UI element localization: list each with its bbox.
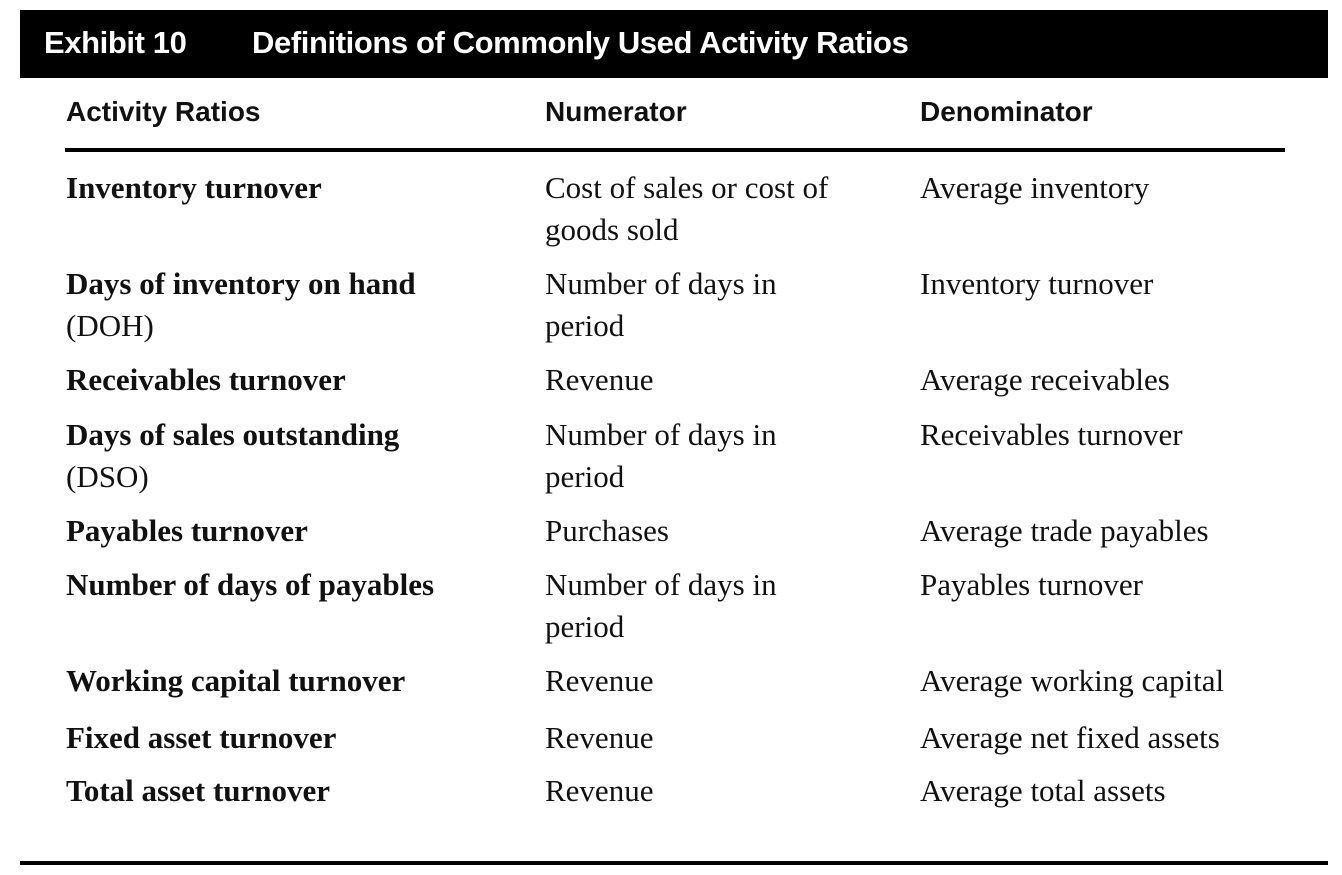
exhibit-number: Exhibit 10 <box>44 25 187 60</box>
column-header-numerator: Numerator <box>545 96 687 127</box>
column-header-activity-ratios: Activity Ratios <box>66 96 261 127</box>
denominator-cell: Average inventory <box>920 170 1150 205</box>
numerator-line: goods sold <box>545 212 679 247</box>
ratio-cell: Days of inventory on hand (DOH) <box>66 263 416 347</box>
bottom-rule <box>20 861 1328 865</box>
ratio-name: Days of sales outstanding <box>66 417 400 452</box>
numerator-line: Number of days in <box>545 417 777 452</box>
numerator-line: Number of days in <box>545 266 777 301</box>
numerator-line: Revenue <box>545 773 654 808</box>
denominator-cell: Average net fixed assets <box>920 720 1220 755</box>
numerator-line: Number of days in <box>545 567 777 602</box>
ratio-cell: Total asset turnover <box>66 770 330 812</box>
exhibit-title: Definitions of Commonly Used Activity Ra… <box>252 25 909 60</box>
ratio-abbreviation: (DOH) <box>66 308 154 343</box>
header-rule <box>65 148 1285 152</box>
ratio-cell: Fixed asset turnover <box>66 717 336 759</box>
ratio-cell: Receivables turnover <box>66 359 346 401</box>
denominator-cell: Average trade payables <box>920 513 1209 548</box>
numerator-cell: Revenue <box>545 770 653 812</box>
denominator-cell: Payables turnover <box>920 567 1143 602</box>
numerator-cell: Revenue <box>545 717 653 759</box>
column-header-denominator: Denominator <box>920 96 1093 127</box>
numerator-line: Revenue <box>545 663 654 698</box>
ratio-name: Fixed asset turnover <box>66 720 337 755</box>
numerator-line: Cost of sales or cost of <box>545 170 829 205</box>
denominator-cell: Receivables turnover <box>920 417 1183 452</box>
ratio-name: Receivables turnover <box>66 362 346 397</box>
numerator-cell: Revenue <box>545 359 653 401</box>
ratio-cell: Number of days of payables <box>66 564 434 606</box>
ratio-name: Payables turnover <box>66 513 308 548</box>
ratio-name: Working capital turnover <box>66 663 406 698</box>
numerator-cell: Revenue <box>545 660 653 702</box>
numerator-cell: Purchases <box>545 510 669 552</box>
ratio-cell: Days of sales outstanding (DSO) <box>66 414 399 498</box>
denominator-cell: Average working capital <box>920 663 1225 698</box>
ratio-cell: Inventory turnover <box>66 167 322 209</box>
exhibit-banner: Exhibit 10 Definitions of Commonly Used … <box>20 10 1328 78</box>
ratio-name: Total asset turnover <box>66 773 331 808</box>
denominator-cell: Average receivables <box>920 362 1170 397</box>
ratio-cell: Payables turnover <box>66 510 308 552</box>
numerator-line: period <box>545 459 625 494</box>
ratio-name: Inventory turnover <box>66 170 322 205</box>
denominator-cell: Average total assets <box>920 773 1166 808</box>
numerator-cell: Cost of sales or cost of goods sold <box>545 167 828 251</box>
ratio-name: Days of inventory on hand <box>66 266 416 301</box>
ratio-cell: Working capital turnover <box>66 660 405 702</box>
numerator-cell: Number of days in period <box>545 263 777 347</box>
numerator-line: period <box>545 609 625 644</box>
numerator-line: period <box>545 308 625 343</box>
numerator-cell: Number of days in period <box>545 564 777 648</box>
ratio-abbreviation: (DSO) <box>66 459 149 494</box>
numerator-line: Revenue <box>545 720 654 755</box>
numerator-line: Purchases <box>545 513 669 548</box>
numerator-cell: Number of days in period <box>545 414 777 498</box>
numerator-line: Revenue <box>545 362 654 397</box>
denominator-cell: Inventory turnover <box>920 266 1154 301</box>
ratio-name: Number of days of payables <box>66 567 435 602</box>
